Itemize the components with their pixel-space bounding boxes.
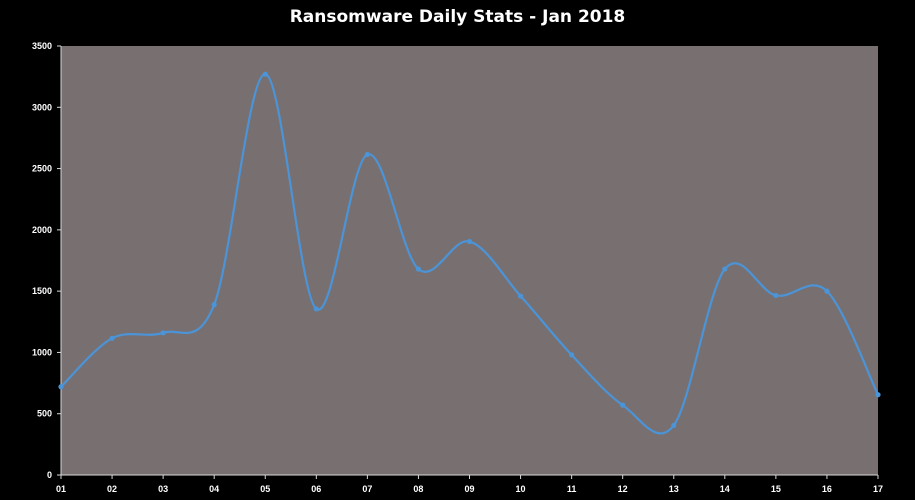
- data-point: [517, 293, 524, 299]
- y-tick-label: 2000: [32, 225, 52, 235]
- x-tick-label: 15: [771, 484, 781, 494]
- chart-title: Ransomware Daily Stats - Jan 2018: [289, 7, 626, 27]
- data-point: [569, 352, 575, 358]
- data-point: [58, 384, 64, 390]
- data-point: [262, 71, 268, 77]
- data-point: [109, 335, 115, 341]
- y-tick-label: 1500: [32, 286, 52, 296]
- x-tick-label: 05: [260, 484, 270, 494]
- x-tick-label: 14: [720, 484, 730, 494]
- y-tick-label: 1000: [32, 347, 52, 357]
- data-point: [466, 238, 473, 245]
- data-point: [211, 302, 217, 308]
- plot-area: [61, 46, 878, 475]
- x-tick-label: 03: [158, 484, 168, 494]
- data-point: [620, 402, 626, 408]
- x-tick-label: 08: [413, 484, 423, 494]
- x-tick-label: 01: [56, 484, 66, 494]
- x-tick-label: 17: [873, 484, 883, 494]
- data-point: [773, 292, 779, 299]
- y-tick-label: 500: [37, 409, 52, 419]
- data-point: [722, 266, 728, 272]
- x-tick-label: 04: [209, 484, 219, 494]
- data-point: [671, 422, 677, 428]
- x-tick-label: 10: [516, 484, 526, 494]
- y-tick-label: 3500: [32, 41, 52, 51]
- data-point: [364, 151, 370, 158]
- x-tick-label: 09: [464, 484, 474, 494]
- x-tick-label: 16: [822, 484, 832, 494]
- data-point: [160, 330, 166, 336]
- data-point: [415, 266, 422, 272]
- x-tick-label: 12: [618, 484, 628, 494]
- data-point: [824, 288, 830, 294]
- x-tick-label: 07: [362, 484, 372, 494]
- x-tick-label: 13: [669, 484, 679, 494]
- x-tick-label: 11: [567, 484, 577, 494]
- y-tick-label: 0: [47, 470, 52, 480]
- data-point: [313, 306, 319, 312]
- y-tick-label: 2500: [32, 164, 52, 174]
- data-point: [875, 392, 881, 398]
- x-tick-label: 02: [107, 484, 117, 494]
- x-tick-label: 06: [311, 484, 321, 494]
- y-tick-label: 3000: [32, 102, 52, 112]
